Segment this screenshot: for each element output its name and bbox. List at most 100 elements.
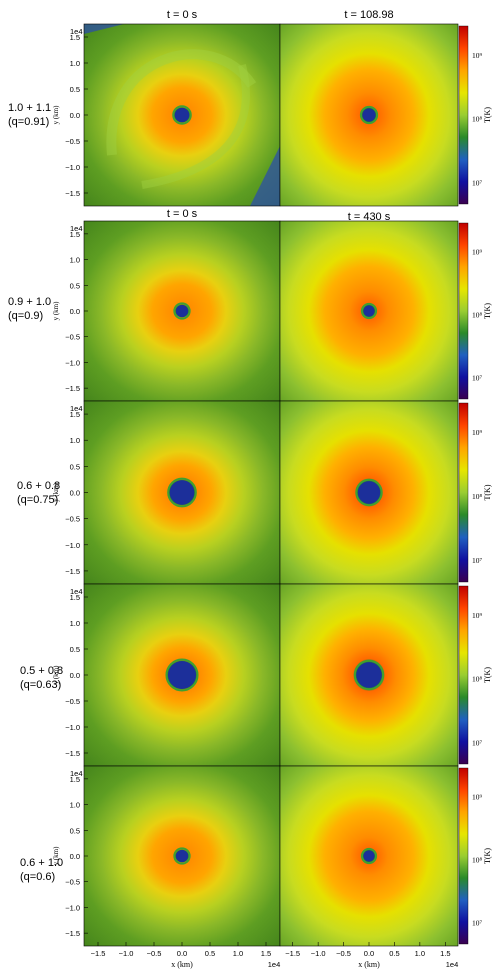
colorbar-tick-5-1: 10⁸ (472, 856, 483, 865)
ytick-label-1-0: 1.5 (70, 33, 80, 42)
colorbar-tick-4-1: 10⁸ (472, 675, 483, 684)
xtick-label-1-3: 0.0 (177, 949, 187, 958)
colorbar-label-4: T(K) (483, 667, 492, 683)
xtick-label-1-6: 1.5 (261, 949, 271, 958)
core-rim-2-1 (173, 302, 191, 320)
y-multiplier-2: 1e4 (70, 224, 83, 233)
x-multiplier-2: 1e4 (446, 960, 459, 969)
corner-blue-2 (250, 146, 280, 206)
row-label-1-q: (q=0.91) (8, 116, 50, 128)
ytick-label-1-2: 0.5 (70, 85, 80, 94)
row-label-3: 0.6 + 0.8 (q=0.75) (17, 479, 79, 507)
colorbar-tick-1-2: 10⁷ (472, 178, 483, 187)
ytick-label-1-6: −1.5 (65, 189, 80, 198)
x-multiplier-1: 1e4 (268, 960, 281, 969)
core-rim-3-2 (355, 478, 383, 507)
y-axis-label-3: y (km) (52, 482, 60, 502)
core-1-2 (362, 108, 376, 122)
row-label-3-mass: 0.6 + 0.8 (17, 480, 61, 492)
core-1-1 (174, 107, 190, 123)
xtick-label-2-4: 0.5 (389, 949, 399, 958)
core-rim-1-2 (359, 105, 379, 125)
core-rim-3-1 (167, 477, 197, 508)
core-3-2 (357, 481, 381, 504)
row-label-5-q: (q=0.6) (20, 871, 56, 883)
ytick-label-2-2: 0.5 (70, 281, 80, 290)
row-label-5: 0.6 + 1.0 (q=0.6) (20, 856, 82, 884)
ytick-label-4-1: 1.0 (70, 619, 80, 628)
row-label-3-q: (q=0.75) (17, 494, 59, 506)
core-4-2 (356, 662, 382, 688)
ytick-label-2-1: 1.0 (70, 256, 80, 265)
colorbar-tick-2-1: 10⁸ (472, 311, 483, 320)
row-label-2-mass: 0.9 + 1.0 (8, 296, 52, 308)
ytick-label-5-2: 0.5 (70, 826, 80, 835)
y-multiplier-1: 1e4 (70, 27, 83, 36)
xtick-label-2-5: 1.0 (415, 949, 425, 958)
ytick-label-3-2: 0.5 (70, 462, 80, 471)
ytick-label-1-5: −1.0 (65, 163, 80, 172)
xtick-label-2-3: 0.0 (364, 949, 374, 958)
colorbar-label-5: T(K) (483, 848, 492, 864)
ytick-label-4-0: 1.5 (70, 593, 80, 602)
colorbar-1 (458, 25, 469, 205)
core-rim-5-1 (173, 847, 191, 865)
core-rim-1-1 (172, 105, 192, 125)
ytick-label-3-4: −0.5 (65, 515, 80, 524)
ytick-label-3-5: −1.0 (65, 541, 80, 550)
ytick-label-5-1: 1.0 (70, 801, 80, 810)
colorbar-label-3: T(K) (483, 484, 492, 500)
ytick-label-4-4: −0.5 (65, 697, 80, 706)
ytick-label-2-5: −1.0 (65, 358, 80, 367)
xtick-label-2-6: 1.5 (440, 949, 450, 958)
ytick-label-3-1: 1.0 (70, 436, 80, 445)
col-title-3: t = 0 s (167, 208, 198, 220)
core-4-1 (168, 661, 196, 689)
xtick-label-1-0: −1.5 (91, 949, 106, 958)
col-title-1: t = 0 s (167, 9, 198, 21)
row-label-4-mass: 0.5 + 0.8 (20, 665, 64, 677)
xtick-label-1-4: 0.5 (205, 949, 215, 958)
colorbar-tick-4-0: 10⁹ (472, 611, 483, 620)
ytick-label-1-1: 1.0 (70, 59, 80, 68)
row-label-1: 1.0 + 1.1 (q=0.91) (8, 101, 70, 129)
colorbar-2 (458, 222, 469, 400)
ytick-label-2-0: 1.5 (70, 230, 80, 239)
ytick-label-1-4: −0.5 (65, 137, 80, 146)
ytick-label-5-3: 0.0 (70, 852, 80, 861)
y-multiplier-3: 1e4 (70, 404, 83, 413)
core-2-2 (363, 305, 375, 317)
core-3-1 (169, 480, 195, 505)
xtick-label-1-1: −1.0 (119, 949, 134, 958)
y-multiplier-4: 1e4 (70, 587, 83, 596)
row-label-1-mass: 1.0 + 1.1 (8, 102, 52, 114)
xtick-label-2-2: −0.5 (336, 949, 351, 958)
col-title-4: t = 430 s (348, 211, 391, 223)
y-axis-label-5: y (km) (52, 846, 60, 866)
core-rim-2-2 (360, 302, 378, 320)
ytick-label-4-6: −1.5 (65, 749, 80, 758)
core-rim-5-2 (360, 847, 378, 865)
y-axis-label-1: y (km) (52, 105, 60, 125)
y-axis-label-4: y (km) (52, 665, 60, 685)
colorbar-tick-3-0: 10⁹ (472, 428, 483, 437)
xtick-label-2-0: −1.5 (285, 949, 300, 958)
ytick-label-2-4: −0.5 (65, 333, 80, 342)
row-label-2-q: (q=0.9) (8, 310, 44, 322)
colorbar-tick-2-0: 10⁹ (472, 248, 483, 257)
ytick-label-5-6: −1.5 (65, 929, 80, 938)
core-5-2 (363, 850, 375, 862)
ytick-label-2-6: −1.5 (65, 384, 80, 393)
colorbar-tick-5-0: 10⁹ (472, 793, 483, 802)
row-label-5-mass: 0.6 + 1.0 (20, 857, 64, 869)
row-label-4: 0.5 + 0.8 (q=0.63) (20, 664, 82, 692)
core-rim-4-2 (353, 659, 385, 691)
ytick-label-3-0: 1.5 (70, 410, 80, 419)
colorbar-5 (458, 767, 469, 945)
colorbar-tick-2-2: 10⁷ (472, 374, 483, 383)
ytick-label-1-3: 0.0 (70, 111, 80, 120)
colorbar-tick-1-1: 10⁸ (472, 115, 483, 124)
row-label-4-q: (q=0.63) (20, 679, 62, 691)
